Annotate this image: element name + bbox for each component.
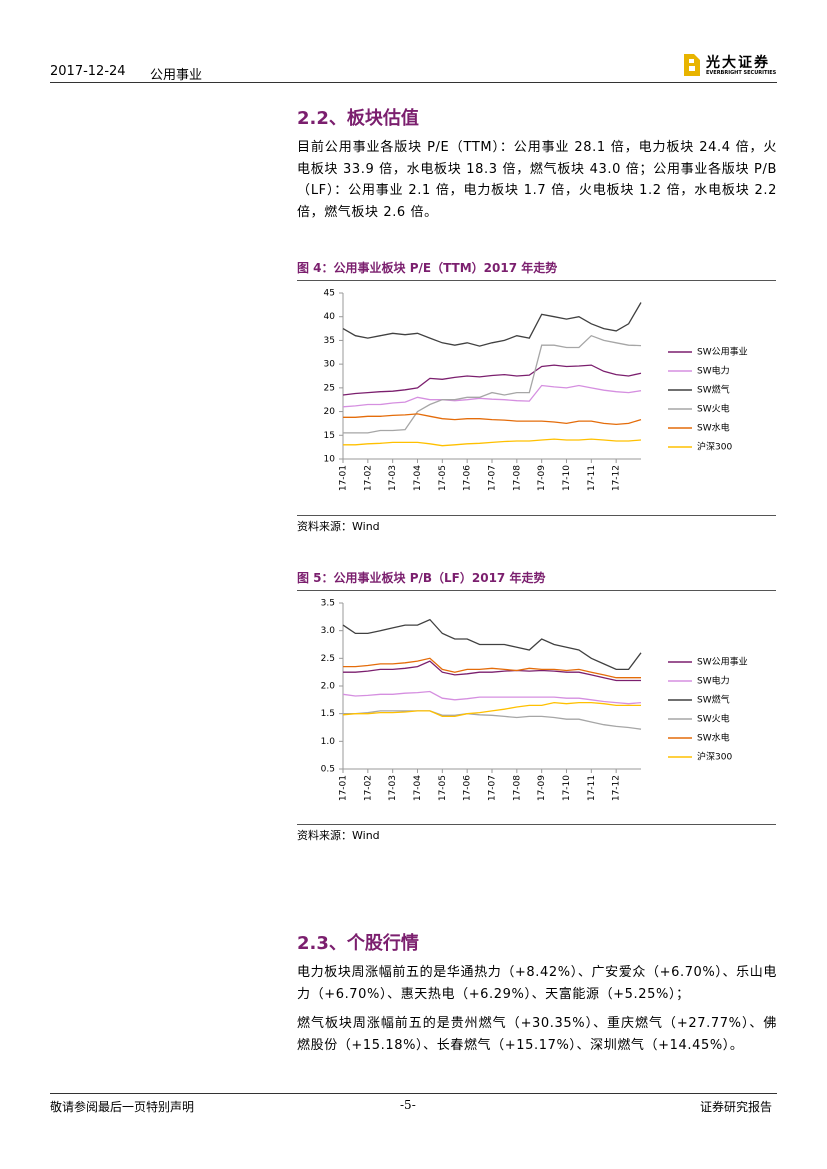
x-tick-label: 17-04 <box>413 775 423 801</box>
x-tick-label: 17-08 <box>512 465 522 491</box>
y-tick-label: 10 <box>324 455 336 465</box>
x-tick-label: 17-11 <box>587 465 597 491</box>
series-line <box>342 690 642 705</box>
y-tick-label: 1.5 <box>321 709 335 719</box>
x-tick-label: 17-10 <box>562 465 572 491</box>
series-line <box>343 657 641 679</box>
x-tick-label: 17-09 <box>537 465 547 491</box>
series-line <box>342 364 642 396</box>
logo-name: 光大证券 <box>706 55 770 71</box>
y-tick-label: 40 <box>324 312 336 322</box>
footer-disclaimer: 敬请参阅最后一页特别声明 <box>50 1100 195 1114</box>
paragraph: 燃气板块周涨幅前五的是贵州燃气（+30.35%）、重庆燃气（+27.77%）、佛… <box>297 1016 777 1053</box>
y-tick-label: 20 <box>324 407 336 417</box>
y-tick-label: 35 <box>324 336 335 346</box>
series-line <box>343 413 642 426</box>
page-number: -5- <box>400 1098 416 1112</box>
y-tick-label: 15 <box>324 431 335 441</box>
series-line <box>342 384 642 408</box>
x-tick-label: 17-12 <box>612 465 622 491</box>
x-tick-label: 17-01 <box>339 775 349 801</box>
y-tick-label: 30 <box>324 360 336 370</box>
legend-label: 沪深300 <box>697 441 732 453</box>
header-sector: 公用事业 <box>150 68 203 83</box>
section-title: 2.2、板块估值 <box>297 108 419 129</box>
series-line <box>342 618 642 671</box>
x-tick-label: 17-11 <box>587 775 597 801</box>
header-rule <box>50 82 777 83</box>
figure-caption: 图 5：公用事业板块 P/B（LF）2017 年走势 <box>297 571 546 585</box>
logo-en: EVERBRIGHT SECURITIES <box>706 70 777 76</box>
figure-source: 资料来源：Wind <box>297 829 380 842</box>
chart: 0.5 1.0 1.5 2.0 2.5 3.0 3.5 17-01 17-02 17-03 17-0… <box>321 599 748 802</box>
legend-label: SW公用事业 <box>697 656 748 668</box>
section-title: 2.3、个股行情 <box>297 933 419 954</box>
x-tick-label: 17-04 <box>413 465 423 491</box>
x-tick-label: 17-03 <box>388 465 398 491</box>
legend-label: SW水电 <box>697 732 730 744</box>
legend-label: SW燃气 <box>697 694 730 706</box>
y-tick-label: 2.5 <box>321 654 335 664</box>
x-tick-label: 17-05 <box>438 775 448 801</box>
x-tick-label: 17-06 <box>463 465 473 491</box>
x-tick-label: 17-10 <box>562 775 572 801</box>
legend-label: SW燃气 <box>697 384 730 396</box>
x-tick-label: 17-07 <box>488 465 498 491</box>
x-tick-label: 17-07 <box>488 775 498 801</box>
legend-label: SW电力 <box>697 365 730 377</box>
x-tick-label: 17-08 <box>512 775 522 801</box>
legend-label: 沪深300 <box>697 751 732 763</box>
series-line <box>343 438 642 447</box>
series-line <box>343 334 642 434</box>
x-tick-label: 17-03 <box>388 775 398 801</box>
y-tick-label: 0.5 <box>321 765 335 775</box>
series-line <box>343 710 642 730</box>
x-tick-label: 17-02 <box>363 775 373 801</box>
y-tick-label: 3.5 <box>321 599 335 609</box>
legend-label: SW水电 <box>697 422 730 434</box>
series-line <box>342 302 642 347</box>
y-tick-label: 1.0 <box>321 737 336 747</box>
legend-label: SW火电 <box>697 403 730 415</box>
y-tick-label: 45 <box>324 289 335 299</box>
footer-doc-type: 证券研究报告 <box>700 1100 773 1114</box>
chart: 10 15 20 25 30 35 40 45 17-01 17-02 17-03 17-04 17-0… <box>324 289 748 492</box>
figure-caption: 图 4：公用事业板块 P/E（TTM）2017 年走势 <box>297 261 558 275</box>
y-tick-label: 2.0 <box>321 682 336 692</box>
caption-rule <box>297 280 776 281</box>
x-tick-label: 17-06 <box>463 775 473 801</box>
x-tick-label: 17-09 <box>537 775 547 801</box>
series-line <box>343 660 641 682</box>
header-date: 2017-12-24 <box>50 64 126 79</box>
x-tick-label: 17-02 <box>363 465 373 491</box>
series-line <box>342 701 641 718</box>
paragraph: 目前公用事业各版块 P/E（TTM）：公用事业 28.1 倍，电力板块 24.4… <box>297 140 777 220</box>
figure-rule <box>297 824 776 825</box>
x-tick-label: 17-01 <box>339 465 349 491</box>
figure-source: 资料来源：Wind <box>297 520 380 533</box>
x-tick-label: 17-12 <box>612 775 622 801</box>
x-tick-label: 17-05 <box>438 465 448 491</box>
legend-label: SW火电 <box>697 713 730 725</box>
legend-label: SW电力 <box>697 675 730 687</box>
logo-icon <box>684 54 700 76</box>
y-tick-label: 3.0 <box>321 626 336 636</box>
footer-rule <box>50 1093 777 1094</box>
paragraph: 电力板块周涨幅前五的是华通热力（+8.42%）、广安爱众（+6.70%）、乐山电… <box>297 965 777 1002</box>
caption-rule <box>297 590 776 591</box>
legend-label: SW公用事业 <box>697 346 748 358</box>
figure-rule <box>297 515 776 516</box>
y-tick-label: 25 <box>324 383 335 393</box>
